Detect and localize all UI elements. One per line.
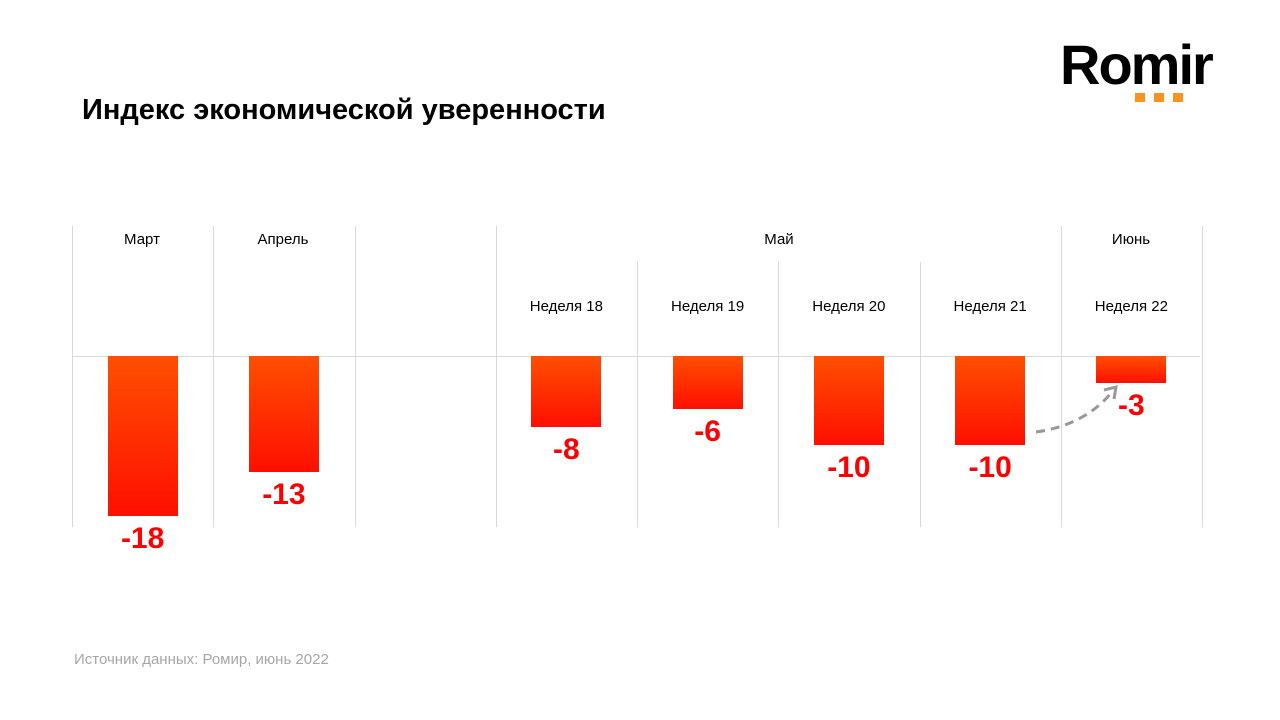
group-label-may: Май [764,231,794,248]
category-label: Неделя 22 [1094,298,1168,315]
grid-line [637,262,638,527]
bar [672,356,743,410]
group-label-apr: Апрель [257,231,309,248]
group-label-jun: Июнь [1111,231,1151,248]
category-label: Неделя 21 [953,298,1027,315]
value-label: -10 [968,451,1012,484]
category-label: Неделя 20 [812,298,886,315]
grid-line [1060,226,1062,527]
value-label: -8 [553,433,580,467]
grid-line [354,226,356,527]
grid-line [495,226,497,527]
bar [107,356,178,517]
grid-line [72,226,73,527]
bar [955,356,1026,445]
logo-dots [1135,93,1183,102]
grid-line [919,262,921,527]
group-label-mar: Март [124,231,160,248]
value-label: -18 [120,522,165,556]
grid-line [1202,226,1203,527]
bar [1096,356,1167,383]
category-label: Неделя 19 [671,298,745,315]
category-label: Неделя 18 [529,298,603,315]
source-note: Источник данных: Ромир, июнь 2022 [74,651,329,668]
bar [531,356,602,428]
chart-title: Индекс экономической уверенности [82,94,606,126]
value-label: -10 [827,451,871,484]
grid-line [778,262,780,527]
bar [813,356,884,445]
value-label: -3 [1118,388,1145,422]
grid-line [213,226,215,527]
value-label: -6 [694,415,721,449]
zero-axis-line [72,356,1200,357]
romir-logo: Romir [1060,33,1214,96]
bar [248,356,319,472]
value-label: -13 [262,477,306,511]
